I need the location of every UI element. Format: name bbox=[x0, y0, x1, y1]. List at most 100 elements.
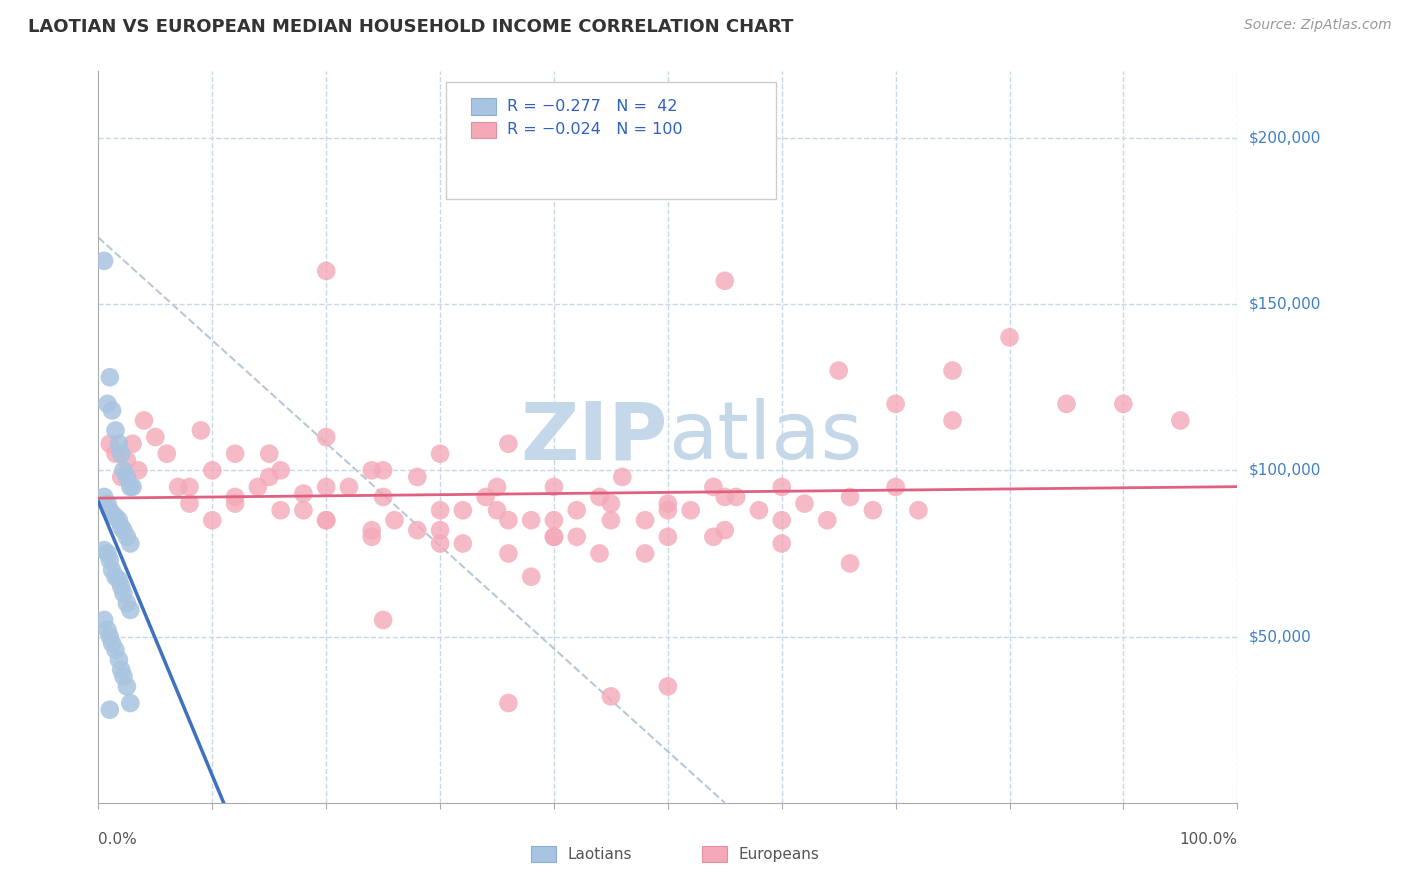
Point bbox=[96, 546, 118, 560]
Point bbox=[315, 480, 337, 494]
Point bbox=[657, 680, 679, 694]
Point bbox=[93, 543, 115, 558]
Point bbox=[371, 490, 394, 504]
Point bbox=[565, 530, 588, 544]
Point bbox=[429, 503, 451, 517]
Point bbox=[315, 264, 337, 278]
Point bbox=[498, 696, 520, 710]
Text: Europeans: Europeans bbox=[738, 847, 820, 862]
Point bbox=[110, 470, 132, 484]
Point bbox=[600, 690, 623, 704]
Point bbox=[115, 453, 138, 467]
Point bbox=[429, 523, 451, 537]
Point bbox=[1054, 397, 1078, 411]
Point bbox=[224, 490, 246, 504]
Point bbox=[657, 503, 679, 517]
Point bbox=[224, 447, 246, 461]
Point bbox=[498, 513, 520, 527]
Point bbox=[179, 480, 201, 494]
Point bbox=[714, 274, 737, 288]
Point bbox=[406, 470, 429, 484]
Point bbox=[406, 523, 429, 537]
Point bbox=[120, 603, 142, 617]
Point bbox=[657, 530, 679, 544]
Text: R = −0.024   N = 100: R = −0.024 N = 100 bbox=[508, 122, 683, 137]
Point bbox=[862, 503, 884, 517]
Point bbox=[520, 513, 543, 527]
Point bbox=[110, 447, 132, 461]
Point bbox=[543, 530, 565, 544]
Point bbox=[190, 424, 212, 438]
Point bbox=[634, 546, 657, 560]
Point bbox=[884, 480, 907, 494]
Point bbox=[259, 447, 281, 461]
Point bbox=[112, 586, 135, 600]
Text: ZIP: ZIP bbox=[520, 398, 668, 476]
Point bbox=[942, 413, 965, 427]
Point bbox=[839, 557, 862, 571]
Point bbox=[120, 696, 142, 710]
Point bbox=[679, 503, 702, 517]
Point bbox=[121, 436, 143, 450]
Point bbox=[315, 513, 337, 527]
Point bbox=[714, 523, 737, 537]
Point bbox=[98, 703, 121, 717]
Point bbox=[104, 570, 127, 584]
Point bbox=[96, 397, 118, 411]
Point bbox=[224, 497, 246, 511]
Point bbox=[115, 470, 138, 484]
Point bbox=[112, 669, 135, 683]
Point bbox=[115, 530, 138, 544]
Point bbox=[201, 513, 224, 527]
Point bbox=[101, 507, 124, 521]
Text: $150,000: $150,000 bbox=[1249, 297, 1320, 311]
Point bbox=[384, 513, 406, 527]
Point bbox=[600, 497, 623, 511]
Point bbox=[104, 447, 127, 461]
Point bbox=[246, 480, 269, 494]
Point bbox=[112, 523, 135, 537]
Point bbox=[714, 490, 737, 504]
Point bbox=[770, 480, 793, 494]
Text: atlas: atlas bbox=[668, 398, 862, 476]
Point bbox=[429, 447, 451, 461]
Point bbox=[108, 573, 131, 587]
Point bbox=[588, 490, 610, 504]
Bar bbox=[471, 122, 496, 138]
Text: $50,000: $50,000 bbox=[1249, 629, 1312, 644]
Point bbox=[96, 497, 118, 511]
Point bbox=[104, 424, 127, 438]
Point bbox=[132, 413, 155, 427]
Point bbox=[815, 513, 838, 527]
Point bbox=[543, 530, 565, 544]
Point bbox=[360, 463, 382, 477]
Point bbox=[179, 497, 201, 511]
Point bbox=[96, 623, 118, 637]
Point bbox=[259, 470, 281, 484]
Point bbox=[104, 509, 127, 524]
FancyBboxPatch shape bbox=[446, 82, 776, 200]
Point bbox=[292, 486, 315, 500]
Point bbox=[565, 503, 588, 517]
Point bbox=[360, 530, 382, 544]
Point bbox=[1170, 413, 1192, 427]
Point bbox=[588, 546, 610, 560]
Bar bbox=[702, 846, 727, 862]
Point bbox=[127, 463, 149, 477]
Point bbox=[839, 490, 862, 504]
Point bbox=[101, 563, 124, 577]
Point bbox=[98, 553, 121, 567]
Point bbox=[371, 613, 394, 627]
Point bbox=[371, 463, 394, 477]
Point bbox=[98, 370, 121, 384]
Text: $200,000: $200,000 bbox=[1249, 130, 1320, 145]
Point bbox=[98, 436, 121, 450]
Point bbox=[270, 463, 292, 477]
Point bbox=[474, 490, 496, 504]
Point bbox=[612, 470, 634, 484]
Point bbox=[93, 253, 115, 268]
Point bbox=[98, 630, 121, 644]
Point bbox=[201, 463, 224, 477]
Point bbox=[770, 513, 793, 527]
Point bbox=[451, 536, 474, 550]
